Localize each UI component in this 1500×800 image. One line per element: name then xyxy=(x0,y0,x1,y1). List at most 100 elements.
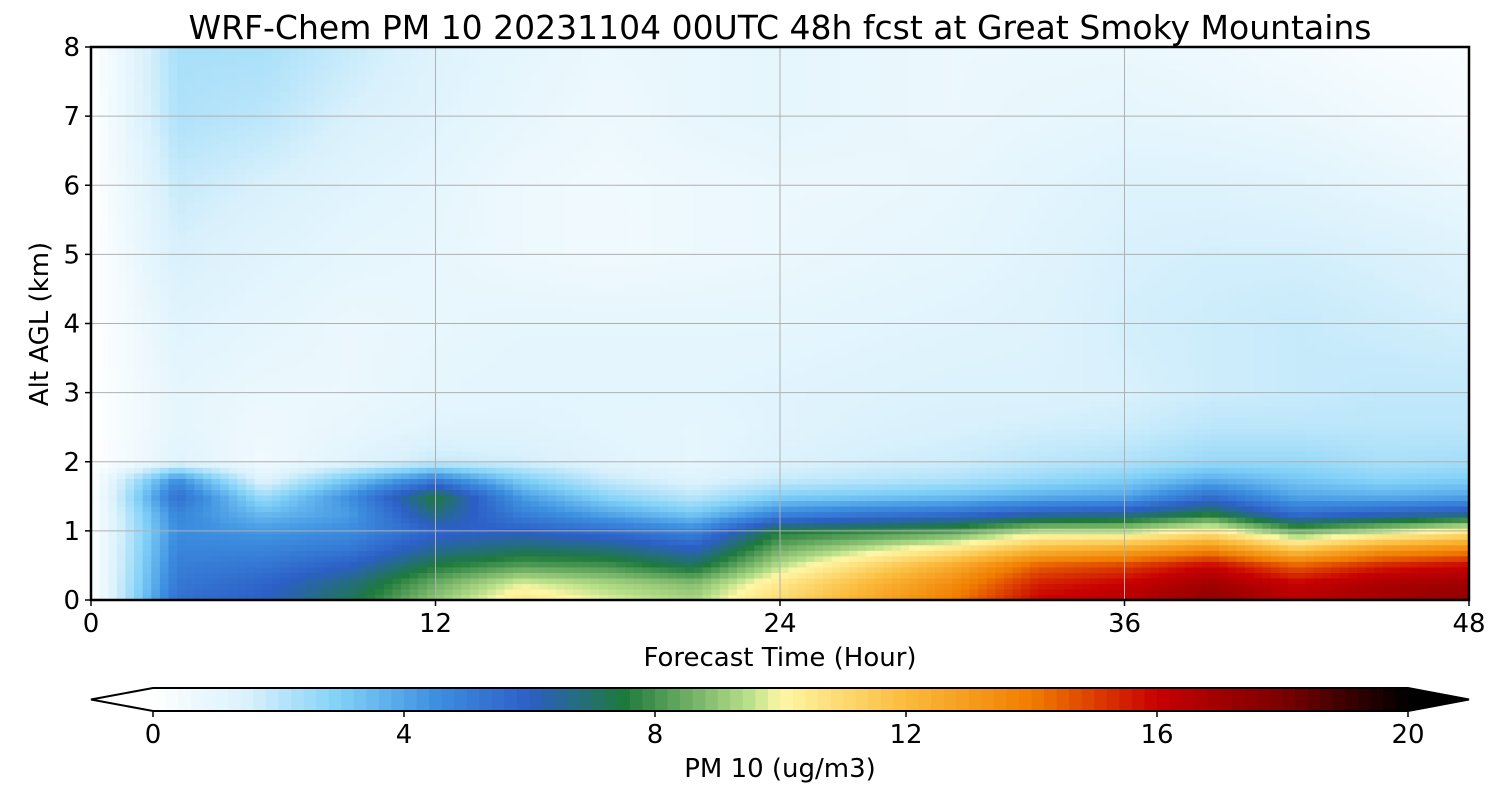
heat-cell xyxy=(1288,572,1298,579)
heat-cell xyxy=(1021,533,1031,540)
heat-cell xyxy=(228,505,239,513)
heat-cell xyxy=(1012,594,1022,600)
heat-cell xyxy=(1296,572,1306,579)
heat-cell xyxy=(900,572,910,579)
heat-cell xyxy=(357,511,368,518)
heat-cell xyxy=(650,550,661,557)
heat-cell xyxy=(1072,461,1083,468)
heat-cell xyxy=(633,489,643,496)
heat-cell xyxy=(883,445,893,452)
heat-cell xyxy=(1193,472,1203,479)
heat-cell xyxy=(194,434,204,441)
heat-cell xyxy=(978,456,988,463)
heat-cell xyxy=(289,428,299,435)
heat-cell xyxy=(728,555,738,562)
heat-cell xyxy=(469,472,480,479)
heat-cell xyxy=(633,522,643,529)
heat-cell xyxy=(874,583,884,590)
heat-cell xyxy=(1098,478,1108,485)
heat-cell xyxy=(762,555,772,562)
heat-cell xyxy=(504,434,514,441)
heat-cell xyxy=(1245,588,1255,596)
heat-cell xyxy=(840,588,850,596)
heat-cell xyxy=(564,467,574,474)
heat-cell xyxy=(108,423,118,430)
heat-cell xyxy=(1038,467,1048,474)
heat-cell xyxy=(392,489,402,496)
heat-cell xyxy=(1253,434,1263,441)
heat-cell xyxy=(909,511,919,518)
heat-cell xyxy=(857,594,867,600)
heat-cell xyxy=(874,472,884,479)
heat-cell xyxy=(1245,539,1255,546)
heat-cell xyxy=(383,478,394,485)
heat-cell xyxy=(1236,588,1246,596)
heat-cell xyxy=(185,428,195,435)
heat-cell xyxy=(1331,594,1341,600)
heat-cell xyxy=(1270,489,1281,496)
heat-cell xyxy=(469,572,480,579)
heat-cell xyxy=(1348,555,1358,562)
heat-cell xyxy=(1115,594,1126,600)
heat-cell xyxy=(1408,500,1418,507)
heat-cell xyxy=(332,500,342,507)
heat-cell xyxy=(418,450,428,457)
heat-cell xyxy=(1417,522,1427,529)
heat-cell xyxy=(935,544,945,551)
heat-cell xyxy=(719,539,729,546)
heat-cell xyxy=(1425,572,1436,579)
heat-cell xyxy=(831,461,841,468)
heat-cell xyxy=(676,505,686,513)
heat-cell xyxy=(728,489,738,496)
heat-cell xyxy=(581,450,592,457)
heat-cell xyxy=(1443,544,1453,551)
heat-cell xyxy=(848,505,859,513)
heat-cell xyxy=(1193,555,1203,562)
heat-cell xyxy=(745,445,755,452)
heat-cell xyxy=(840,434,850,441)
heat-cell xyxy=(1167,583,1177,590)
heat-cell xyxy=(926,428,936,435)
heat-cell xyxy=(986,450,996,457)
heat-cell xyxy=(1391,505,1401,513)
heat-cell xyxy=(1176,550,1186,557)
heat-cell xyxy=(900,439,910,446)
heat-cell xyxy=(357,472,368,479)
heat-cell xyxy=(151,445,161,452)
heat-cell xyxy=(1425,489,1436,496)
heat-cell xyxy=(254,555,264,562)
heat-cell xyxy=(168,456,178,463)
heat-cell xyxy=(487,550,497,557)
heat-cell xyxy=(1348,434,1358,441)
heat-cell xyxy=(1391,428,1401,435)
heat-cell xyxy=(1046,588,1057,596)
heat-cell xyxy=(1408,483,1418,490)
heat-cell xyxy=(1313,494,1324,502)
heat-cell xyxy=(917,456,928,463)
heat-cell xyxy=(616,434,626,441)
heat-cell xyxy=(495,505,505,513)
heat-cell xyxy=(1003,533,1014,540)
heat-cell xyxy=(1012,489,1022,496)
heat-cell xyxy=(323,539,333,546)
heat-cell xyxy=(926,456,936,463)
heat-cell xyxy=(883,472,893,479)
heat-cell xyxy=(754,445,764,452)
heat-cell xyxy=(874,522,884,529)
heat-cell xyxy=(228,533,239,540)
heat-cell xyxy=(797,555,807,562)
heat-cell xyxy=(538,483,549,490)
heat-cell xyxy=(633,439,643,446)
heat-cell xyxy=(1417,539,1427,546)
heat-cell xyxy=(177,428,187,435)
heat-cell xyxy=(840,478,850,485)
heat-cell xyxy=(909,439,919,446)
heat-cell xyxy=(202,467,213,474)
heat-cell xyxy=(1365,555,1375,562)
heat-cell xyxy=(1038,561,1048,568)
heat-cell xyxy=(685,588,695,596)
heat-cell xyxy=(1038,445,1048,452)
heat-cell xyxy=(202,594,213,600)
heat-cell xyxy=(599,439,609,446)
heat-cell xyxy=(392,594,402,600)
